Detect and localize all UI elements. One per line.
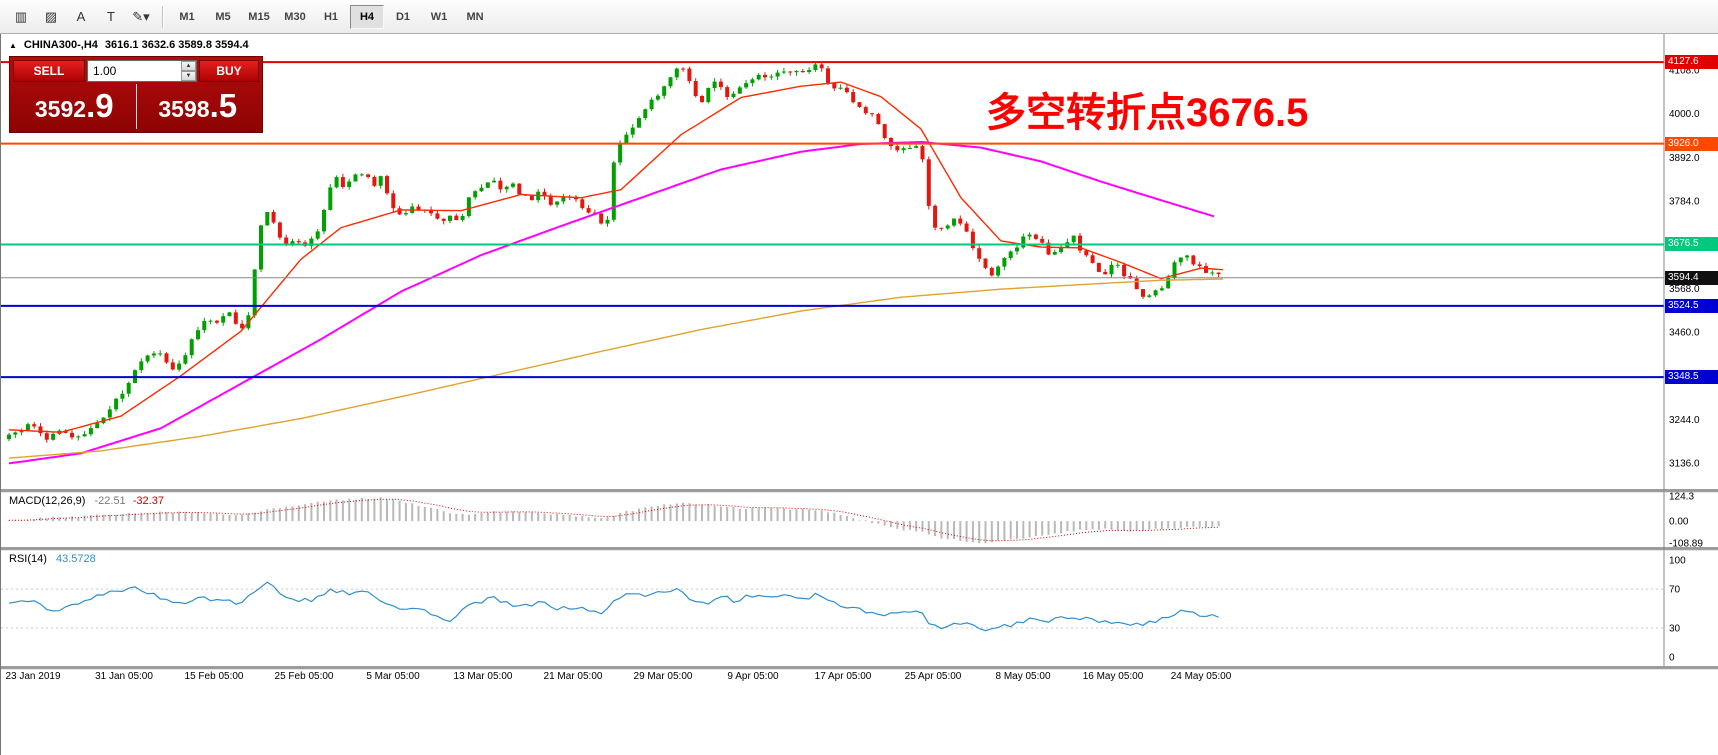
time-axis-label: 23 Jan 2019 <box>5 671 61 682</box>
toolbar-icon-group: ▥ ▨ A T ✎▾ <box>6 4 156 30</box>
drawing-tools-icon[interactable]: ✎▾ <box>132 8 150 24</box>
svg-text:3460.0: 3460.0 <box>1669 328 1700 339</box>
buy-price-frac: .5 <box>209 87 238 124</box>
time-axis-label: 8 May 05:00 <box>995 671 1051 682</box>
rsi-value: 43.5728 <box>55 553 96 565</box>
time-axis-label: 24 May 05:00 <box>1170 671 1232 682</box>
level-price-badge: 3926.0 <box>1665 137 1718 151</box>
macd-signal-value: -32.37 <box>132 495 164 507</box>
timeframe-button-h4[interactable]: H4 <box>350 4 384 29</box>
time-axis-label: 25 Apr 05:00 <box>904 671 962 682</box>
macd-name: MACD(12,26,9) <box>9 495 86 507</box>
svg-text:3568.0: 3568.0 <box>1669 284 1700 295</box>
rsi-name: RSI(14) <box>9 553 47 565</box>
symbol-name: CHINA300-,H4 <box>23 39 98 51</box>
one-click-trade-panel: SELL ▲ ▼ BUY 3592 .9 3598 .5 <box>9 56 263 133</box>
svg-text:70: 70 <box>1669 585 1681 596</box>
sell-price-frac: .9 <box>86 87 114 124</box>
level-price-badge: 3348.5 <box>1665 370 1718 384</box>
svg-text:3244.0: 3244.0 <box>1669 415 1700 426</box>
svg-text:3136.0: 3136.0 <box>1669 459 1700 470</box>
timeframe-button-m30[interactable]: M30 <box>284 10 306 23</box>
chart-area[interactable]: 4108.04000.03892.03784.03676.03568.03460… <box>0 34 1718 755</box>
timeframe-button-mn[interactable]: MN <box>466 10 484 23</box>
svg-text:3784.0: 3784.0 <box>1669 197 1700 208</box>
time-axis: 23 Jan 2019 31 Jan 05:00 15 Feb 05:00 25 Fe… <box>1 671 1718 687</box>
axis-tick-labels: 4108.04000.03892.03784.03676.03568.03460… <box>1669 66 1703 664</box>
volume-box: ▲ ▼ <box>87 60 197 82</box>
chart-annotation-text: 多空转折点3676.5 <box>986 91 1309 135</box>
time-axis-label: 21 Mar 05:00 <box>543 671 603 682</box>
sell-price-main: 3592 <box>34 96 87 122</box>
time-axis-label: 25 Feb 05:00 <box>274 671 334 682</box>
cursor-tool-icon[interactable]: A <box>76 9 86 24</box>
time-axis-label: 5 Mar 05:00 <box>366 671 420 682</box>
buy-price-main: 3598 <box>158 96 210 122</box>
indicator-lines <box>8 498 1219 632</box>
svg-text:-108.89: -108.89 <box>1669 539 1703 550</box>
volume-input[interactable] <box>88 61 181 81</box>
chart-symbol-title: ▲ CHINA300-,H4 3616.1 3632.6 3589.8 3594… <box>9 39 249 51</box>
chart-type-icon[interactable]: ▥ <box>14 8 28 24</box>
volume-stepper: ▲ ▼ <box>181 61 196 81</box>
top-toolbar: ▥ ▨ A T ✎▾ M1 M5 M15 M30 H1 H4 D1 W1 MN <box>0 0 1718 34</box>
timeframe-button-h1[interactable]: H1 <box>323 10 339 23</box>
sell-price-display[interactable]: 3592 .9 <box>13 84 137 129</box>
time-axis-label: 16 May 05:00 <box>1082 671 1144 682</box>
buy-button[interactable]: BUY <box>199 60 259 82</box>
svg-text:124.3: 124.3 <box>1669 492 1694 503</box>
chart-shift-icon[interactable]: ▨ <box>44 8 58 24</box>
timeframe-button-d1[interactable]: D1 <box>395 10 411 23</box>
macd-histogram <box>8 497 1220 544</box>
indicator-guides <box>1 588 1664 629</box>
timeframe-button-m5[interactable]: M5 <box>215 10 231 23</box>
level-price-badge: 3524.5 <box>1665 299 1718 313</box>
volume-increase-button[interactable]: ▲ <box>181 61 196 71</box>
text-label-tool-icon[interactable]: T <box>107 9 115 24</box>
svg-text:4108.0: 4108.0 <box>1669 66 1700 77</box>
time-axis-label: 15 Feb 05:00 <box>184 671 244 682</box>
panel-frames <box>1 34 1718 670</box>
svg-text:0: 0 <box>1669 653 1675 664</box>
horizontal-level-lines <box>1 61 1664 379</box>
toolbar-separator <box>162 5 163 28</box>
svg-text:0.00: 0.00 <box>1669 517 1689 528</box>
buy-price-display[interactable]: 3598 .5 <box>137 84 260 129</box>
level-price-badge: 3676.5 <box>1665 237 1718 251</box>
symbol-ohlc: 3616.1 3632.6 3589.8 3594.4 <box>104 39 249 51</box>
time-axis-label: 31 Jan 05:00 <box>95 671 153 682</box>
svg-text:30: 30 <box>1669 623 1681 634</box>
time-axis-label: 29 Mar 05:00 <box>633 671 693 682</box>
time-axis-label: 9 Apr 05:00 <box>727 671 779 682</box>
timeframe-group: M1 M5 M15 M30 H1 H4 D1 W1 MN <box>169 4 493 29</box>
timeframe-button-m15[interactable]: M15 <box>248 10 270 23</box>
timeframe-button-m1[interactable]: M1 <box>179 10 195 23</box>
svg-text:4000.0: 4000.0 <box>1669 109 1700 120</box>
sell-button[interactable]: SELL <box>13 60 85 82</box>
level-price-badge: 4127.6 <box>1665 55 1718 69</box>
volume-decrease-button[interactable]: ▼ <box>181 71 196 81</box>
svg-text:100: 100 <box>1669 556 1686 567</box>
collapse-triangle-icon: ▲ <box>9 40 17 50</box>
macd-main-value: -22.51 <box>94 495 126 507</box>
macd-indicator-label: MACD(12,26,9) -22.51 -32.37 <box>9 495 164 507</box>
current-price-badge: 3594.4 <box>1665 271 1718 285</box>
rsi-indicator-label: RSI(14) 43.5728 <box>9 553 96 565</box>
price-chart-canvas: 4108.04000.03892.03784.03676.03568.03460… <box>1 34 1718 670</box>
svg-text:3892.0: 3892.0 <box>1669 153 1700 164</box>
timeframe-button-w1[interactable]: W1 <box>430 10 448 23</box>
time-axis-label: 13 Mar 05:00 <box>453 671 513 682</box>
time-axis-label: 17 Apr 05:00 <box>814 671 872 682</box>
moving-average-lines <box>8 81 1224 465</box>
